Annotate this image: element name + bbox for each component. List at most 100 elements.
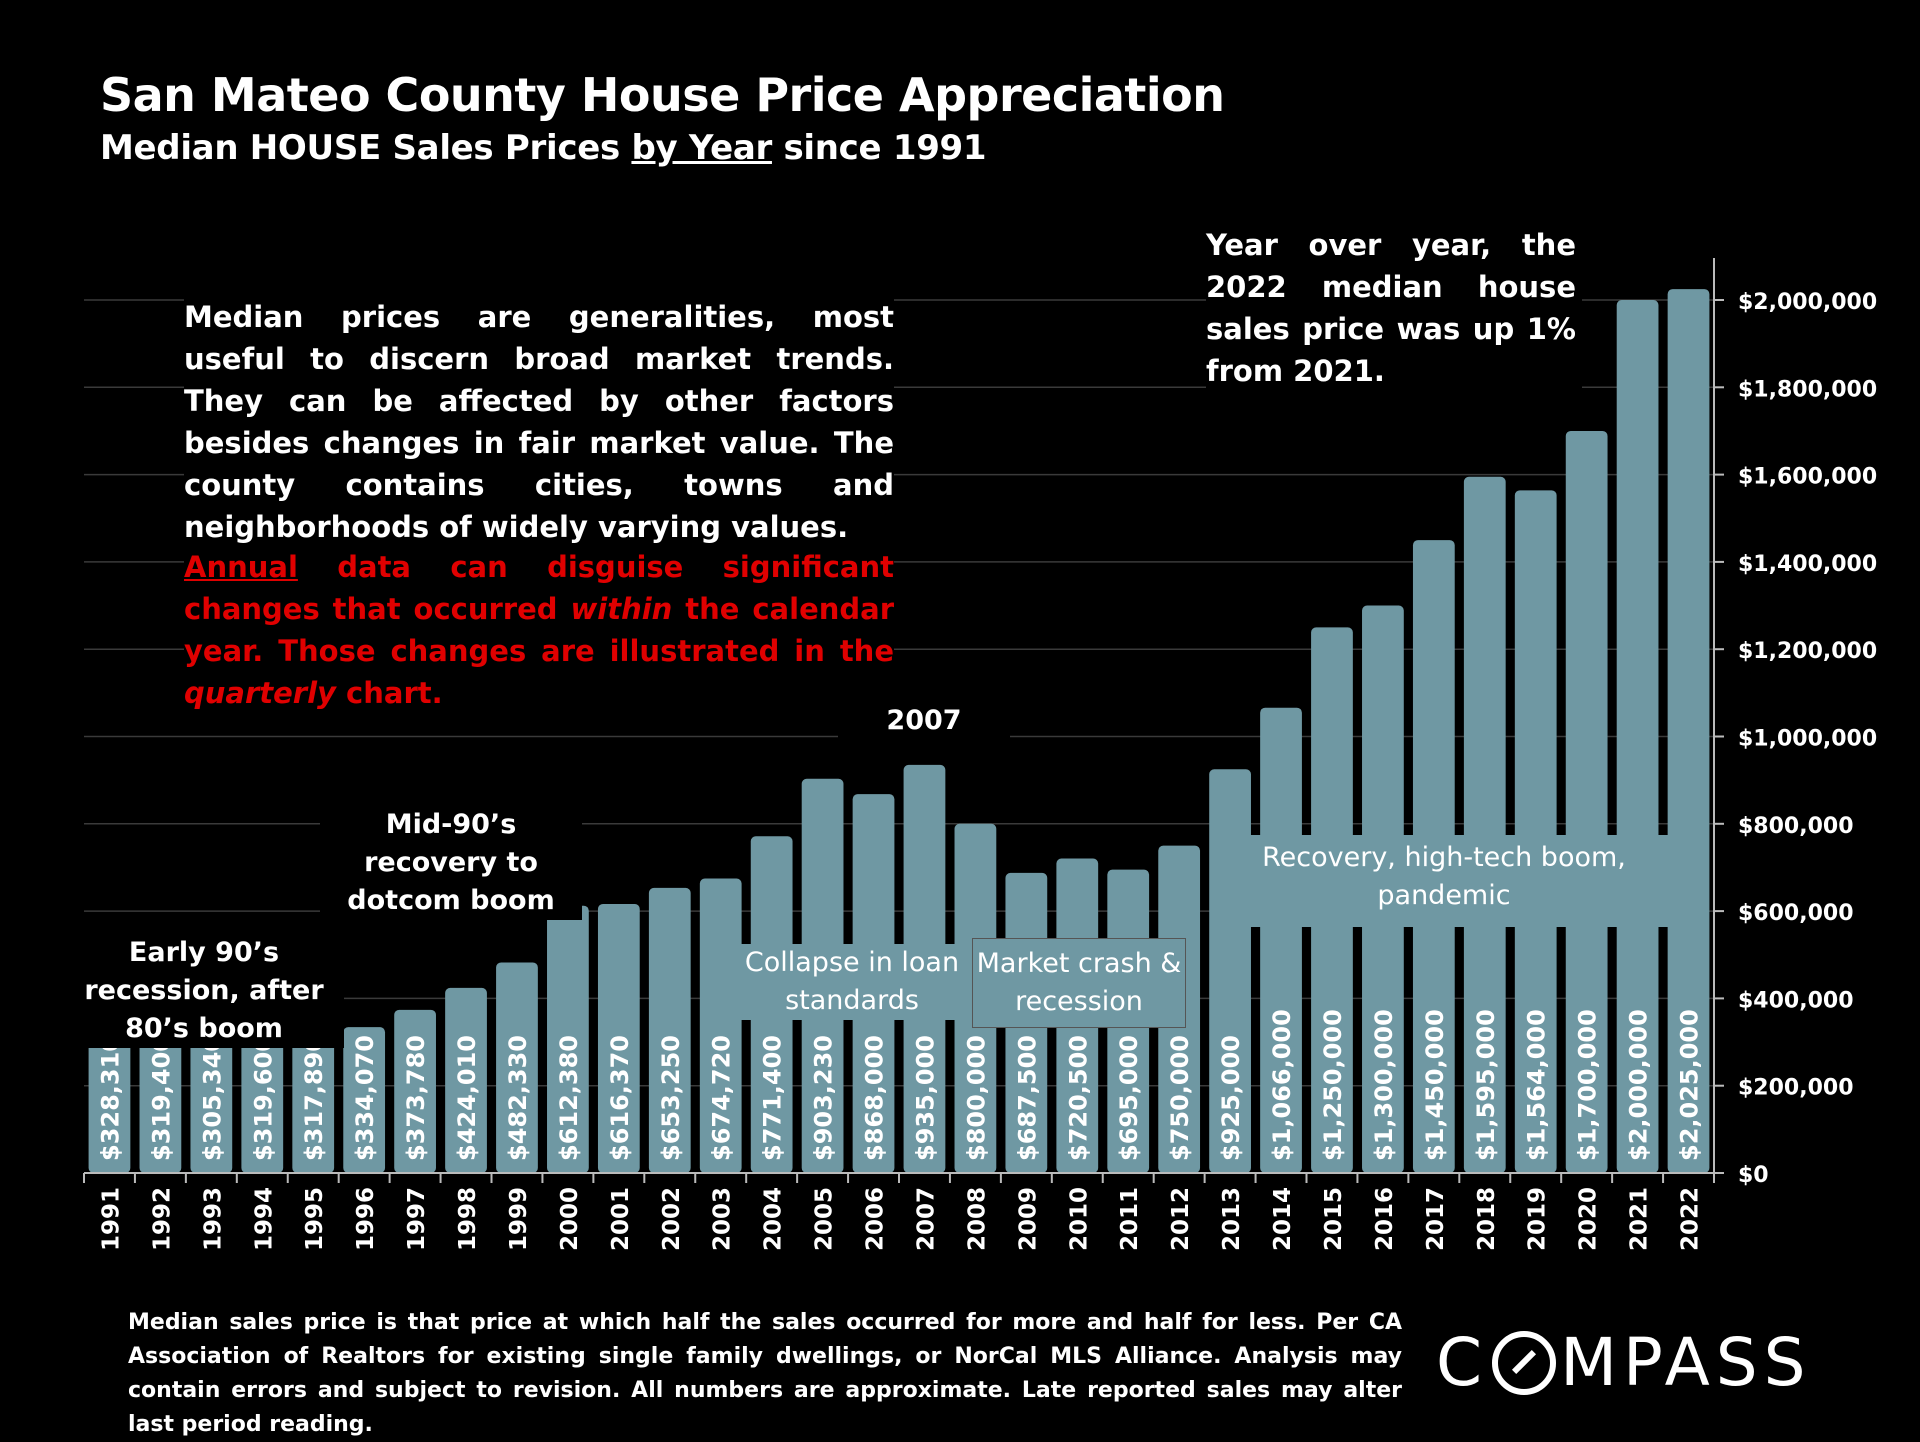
- compass-logo: C MPASS: [1436, 1324, 1812, 1401]
- data-label: $1,595,000: [1472, 1009, 1500, 1161]
- x-tick-label: 2009: [1015, 1187, 1041, 1251]
- x-tick-label: 1993: [200, 1187, 226, 1251]
- page-title: San Mateo County House Price Appreciatio…: [100, 68, 1225, 122]
- x-tick-label: 1998: [455, 1187, 481, 1251]
- data-label: $868,000: [861, 1035, 889, 1161]
- x-tick-label: 1991: [98, 1187, 124, 1251]
- bar: [1463, 476, 1506, 1174]
- y-tick-label: $200,000: [1738, 1076, 1854, 1101]
- bar: [1514, 490, 1557, 1174]
- data-label: $328,310: [96, 1035, 124, 1161]
- x-tick-label: 1999: [506, 1187, 532, 1251]
- bar: [88, 1029, 131, 1173]
- x-tick-label: 2018: [1474, 1187, 1500, 1251]
- x-tick-label: 2006: [863, 1187, 889, 1251]
- x-tick-label: 2017: [1423, 1187, 1449, 1251]
- y-tick-label: $1,000,000: [1738, 727, 1877, 752]
- x-tick-label: 2007: [913, 1187, 939, 1251]
- bar: [241, 1033, 284, 1173]
- data-label: $334,070: [351, 1035, 379, 1161]
- data-label: $305,340: [198, 1035, 226, 1161]
- x-tick-label: 2022: [1678, 1187, 1704, 1251]
- data-label: $1,700,000: [1574, 1009, 1602, 1161]
- data-label: $317,890: [300, 1035, 328, 1161]
- median-note: Median prices are generalities, most use…: [184, 296, 894, 548]
- x-tick-label: 2004: [761, 1187, 787, 1251]
- bar: [139, 1033, 182, 1173]
- data-label: $2,000,000: [1625, 1009, 1653, 1161]
- x-tick-label: 2011: [1117, 1187, 1143, 1251]
- x-tick-label: 2010: [1066, 1187, 1092, 1251]
- annotation-collapse: Collapse in loan standards: [740, 944, 964, 1020]
- data-label: $1,450,000: [1421, 1009, 1449, 1161]
- y-tick-label: $2,000,000: [1738, 290, 1877, 315]
- x-tick-label: 2014: [1270, 1187, 1296, 1251]
- x-tick-label: 2003: [710, 1187, 736, 1251]
- data-label: $935,000: [911, 1035, 939, 1161]
- y-tick-label: $1,800,000: [1738, 377, 1877, 402]
- y-tick-label: $800,000: [1738, 814, 1854, 839]
- data-label: $616,370: [606, 1035, 634, 1161]
- x-tick-label: 1994: [251, 1187, 277, 1251]
- data-label: $319,400: [147, 1035, 175, 1161]
- x-tick-label: 2020: [1576, 1187, 1602, 1251]
- bar: [394, 1009, 436, 1173]
- x-tick-label: 2015: [1321, 1187, 1347, 1251]
- page-subtitle: Median HOUSE Sales Prices by Year since …: [100, 128, 987, 168]
- data-label: $1,066,000: [1268, 1009, 1296, 1161]
- data-label: $373,780: [402, 1035, 430, 1161]
- data-label: $424,010: [453, 1035, 481, 1161]
- bar: [496, 962, 538, 1173]
- x-tick-label: 2019: [1525, 1187, 1551, 1251]
- bar: [1260, 707, 1302, 1173]
- x-tick-label: 1995: [302, 1187, 328, 1251]
- y-tick-label: $600,000: [1738, 901, 1854, 926]
- data-label: $653,250: [657, 1035, 685, 1161]
- bar: [1667, 289, 1710, 1173]
- x-tick-label: 2000: [557, 1187, 583, 1251]
- data-label: $771,400: [759, 1035, 787, 1161]
- bar: [1616, 300, 1659, 1173]
- bar: [547, 905, 589, 1173]
- bar: [343, 1027, 386, 1173]
- bar: [648, 887, 691, 1173]
- x-tick-label: 2002: [659, 1187, 685, 1251]
- bar: [1565, 430, 1608, 1173]
- data-label: $2,025,000: [1676, 1009, 1704, 1161]
- y-tick-label: $1,400,000: [1738, 552, 1877, 577]
- data-label: $1,300,000: [1370, 1009, 1398, 1161]
- bar: [699, 878, 742, 1173]
- data-label: $800,000: [962, 1035, 990, 1161]
- x-tick-label: 2013: [1219, 1187, 1245, 1251]
- data-label: $687,500: [1013, 1035, 1041, 1161]
- bar: [597, 903, 640, 1173]
- x-tick-label: 1992: [149, 1187, 175, 1251]
- x-tick-label: 2021: [1627, 1187, 1653, 1251]
- annual-warning-note: Annual data can disguise significant cha…: [184, 546, 894, 714]
- yoy-note: Year over year, the 2022 median house sa…: [1206, 224, 1582, 392]
- annotation-crash: Market crash & recession: [972, 938, 1186, 1028]
- data-label: $925,000: [1217, 1035, 1245, 1161]
- y-tick-label: $400,000: [1738, 988, 1854, 1013]
- x-tick-label: 1997: [404, 1187, 430, 1251]
- data-label: $674,720: [708, 1035, 736, 1161]
- data-label: $720,500: [1064, 1035, 1092, 1161]
- y-tick-label: $0: [1738, 1163, 1769, 1188]
- data-label: $695,000: [1115, 1035, 1143, 1161]
- subtitle-by-year: by Year: [631, 128, 772, 168]
- annotation-recovery: Recovery, high-tech boom, pandemic: [1212, 835, 1676, 927]
- axes: $0 $200,000 $400,000 $600,000 $800,000 $1,000…: [83, 258, 1877, 1251]
- data-label: $482,330: [504, 1035, 532, 1161]
- x-tick-label: 2005: [812, 1187, 838, 1251]
- x-tick-label: 2012: [1168, 1187, 1194, 1251]
- logo-o-icon: [1492, 1330, 1557, 1395]
- y-tick-label: $1,600,000: [1738, 465, 1877, 490]
- bar: [292, 1034, 335, 1173]
- data-label: $750,000: [1166, 1035, 1194, 1161]
- y-tick-label: $1,200,000: [1738, 639, 1877, 664]
- data-label: $903,230: [810, 1035, 838, 1161]
- annotation-early-90s: Early 90’s recession, after 80’s boom: [64, 934, 344, 1048]
- x-tick-label: 2001: [608, 1187, 634, 1251]
- bar: [445, 987, 487, 1173]
